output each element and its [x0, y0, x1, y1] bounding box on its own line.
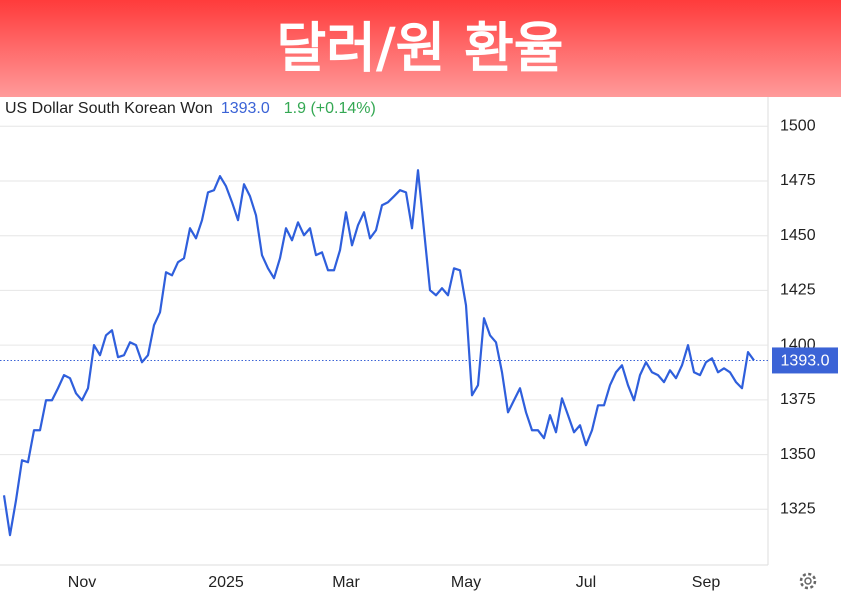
y-tick-label: 1425 — [780, 282, 816, 299]
page-title: 달러/원 환율 — [277, 17, 564, 80]
last-value-tag-label: 1393.0 — [781, 353, 830, 370]
settings-icon[interactable] — [799, 572, 817, 590]
y-tick-label: 1325 — [780, 501, 816, 518]
x-tick-label: Nov — [68, 574, 96, 591]
x-tick-label: 2025 — [208, 574, 244, 591]
y-tick-label: 1350 — [780, 446, 816, 463]
change: 1.9 (+0.14%) — [284, 100, 376, 117]
y-tick-label: 1475 — [780, 172, 816, 189]
x-tick-label: Jul — [576, 574, 596, 591]
chart-title: US Dollar South Korean Won — [5, 100, 213, 117]
y-tick-label: 1375 — [780, 391, 816, 408]
last-value-tag — [772, 347, 838, 374]
x-tick-label: Mar — [332, 574, 360, 591]
line — [2, 169, 755, 537]
banner — [0, 0, 841, 97]
last-value: 1393.0 — [221, 100, 270, 117]
subtitle: US Dollar South Korean Won 1393.0 1.9 (+0.… — [5, 100, 376, 117]
x-tick-label: Sep — [692, 574, 721, 591]
y-tick-label: 1450 — [780, 227, 816, 244]
y-tick-label: 1500 — [780, 117, 816, 134]
x-tick-label: May — [451, 574, 481, 591]
